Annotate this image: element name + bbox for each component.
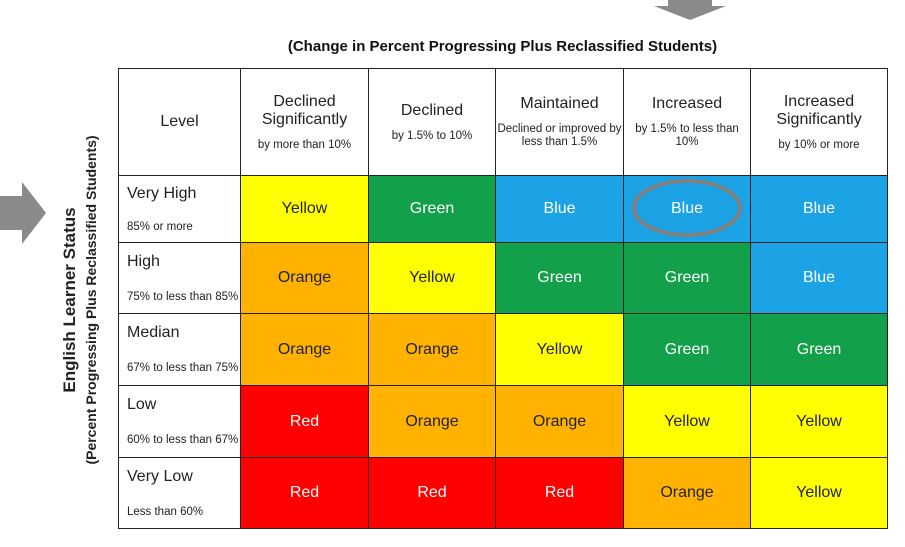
column-header: Declined by 1.5% to 10% <box>368 68 496 176</box>
cell-label: Orange <box>405 412 459 430</box>
corner-label: Level <box>160 113 199 130</box>
table-cell: Orange <box>495 385 624 458</box>
row-title: High <box>127 252 160 270</box>
column-title: Declined <box>400 101 464 119</box>
cell-label: Blue <box>543 200 576 217</box>
table-cell: Red <box>240 457 369 529</box>
cell-label: Orange <box>660 484 714 501</box>
cell-label: Yellow <box>536 340 583 358</box>
column-subtitle: by 10% or more <box>778 138 860 151</box>
cell-label: Blue <box>802 269 836 286</box>
cell-label: Yellow <box>409 269 455 286</box>
cell-label: Orange <box>277 340 332 358</box>
row-subtitle: 85% or more <box>127 220 193 233</box>
table-cell: Yellow <box>495 313 624 386</box>
table-cell: Blue <box>495 175 624 243</box>
table-cell: Blue <box>623 175 751 243</box>
cell-label: Green <box>664 269 710 286</box>
row-title: Median <box>127 324 180 342</box>
column-subtitle: by 1.5% to less than 10% <box>635 123 739 148</box>
cell-label: Orange <box>277 269 332 286</box>
cell-label: Green <box>409 200 455 217</box>
row-title: Very Low <box>127 467 193 485</box>
highlight-circle <box>632 179 742 237</box>
side-title: English Learner Status <box>60 207 79 392</box>
down-arrow <box>654 0 726 20</box>
column-subtitle: by more than 10% <box>257 138 352 151</box>
table-cell: Orange <box>240 313 369 386</box>
column-title: Maintained <box>520 95 599 113</box>
row-title: Low <box>127 396 157 414</box>
table-cell: Blue <box>750 242 888 314</box>
cell-label: Orange <box>405 340 459 358</box>
cell-label: Red <box>417 484 447 501</box>
table-cell: Green <box>623 313 751 386</box>
column-title: Increased <box>651 95 723 113</box>
table-cell: Orange <box>368 385 496 458</box>
cell-label: Red <box>289 484 320 501</box>
cell-label: Red <box>289 412 320 430</box>
side-subtitle: (Percent Progressing Plus Reclassified S… <box>83 135 99 464</box>
cell-label: Yellow <box>664 412 710 430</box>
row-header: Very Low Less than 60% <box>118 457 241 529</box>
cell-label: Blue <box>802 200 836 217</box>
table-cell: Yellow <box>750 457 888 529</box>
table-cell: Red <box>495 457 624 529</box>
cell-label: Red <box>544 484 575 501</box>
cell-label: Orange <box>532 412 587 430</box>
cell-label: Yellow <box>796 484 842 501</box>
column-subtitle: Declined or improved by less than 1.5% <box>497 123 622 148</box>
cell-label: Green <box>664 340 710 358</box>
table-cell: Orange <box>368 313 496 386</box>
table-cell: Green <box>495 242 624 314</box>
cell-label: Green <box>537 269 582 286</box>
column-header: Maintained Declined or improved by less t… <box>495 68 624 176</box>
row-subtitle: 60% to less than 67% <box>127 434 239 447</box>
column-header: Increased Significantly by 10% or more <box>750 68 888 176</box>
table-cell: Yellow <box>750 385 888 458</box>
column-title: Declined Significantly <box>261 92 348 128</box>
row-subtitle: 67% to less than 75% <box>127 362 239 375</box>
column-title: Increased Significantly <box>776 92 862 128</box>
table-cell: Blue <box>750 175 888 243</box>
table-title: (Change in Percent Progressing Plus Recl… <box>287 38 718 55</box>
column-subtitle: by 1.5% to 10% <box>391 129 473 142</box>
row-title: Very High <box>127 184 197 202</box>
table-cell: Yellow <box>368 242 496 314</box>
row-subtitle: 75% to less than 85% <box>127 290 239 303</box>
row-header: High 75% to less than 85% <box>118 242 241 314</box>
table-cell: Green <box>750 313 888 386</box>
cell-label: Blue <box>670 200 704 217</box>
cell-label: Yellow <box>281 200 328 217</box>
table-cell: Red <box>240 385 369 458</box>
row-header: Very High 85% or more <box>118 175 241 243</box>
cell-label: Yellow <box>796 412 842 430</box>
right-arrow <box>0 182 46 244</box>
table-cell: Orange <box>240 242 369 314</box>
cell-label: Green <box>796 340 842 358</box>
row-subtitle: Less than 60% <box>127 505 204 518</box>
